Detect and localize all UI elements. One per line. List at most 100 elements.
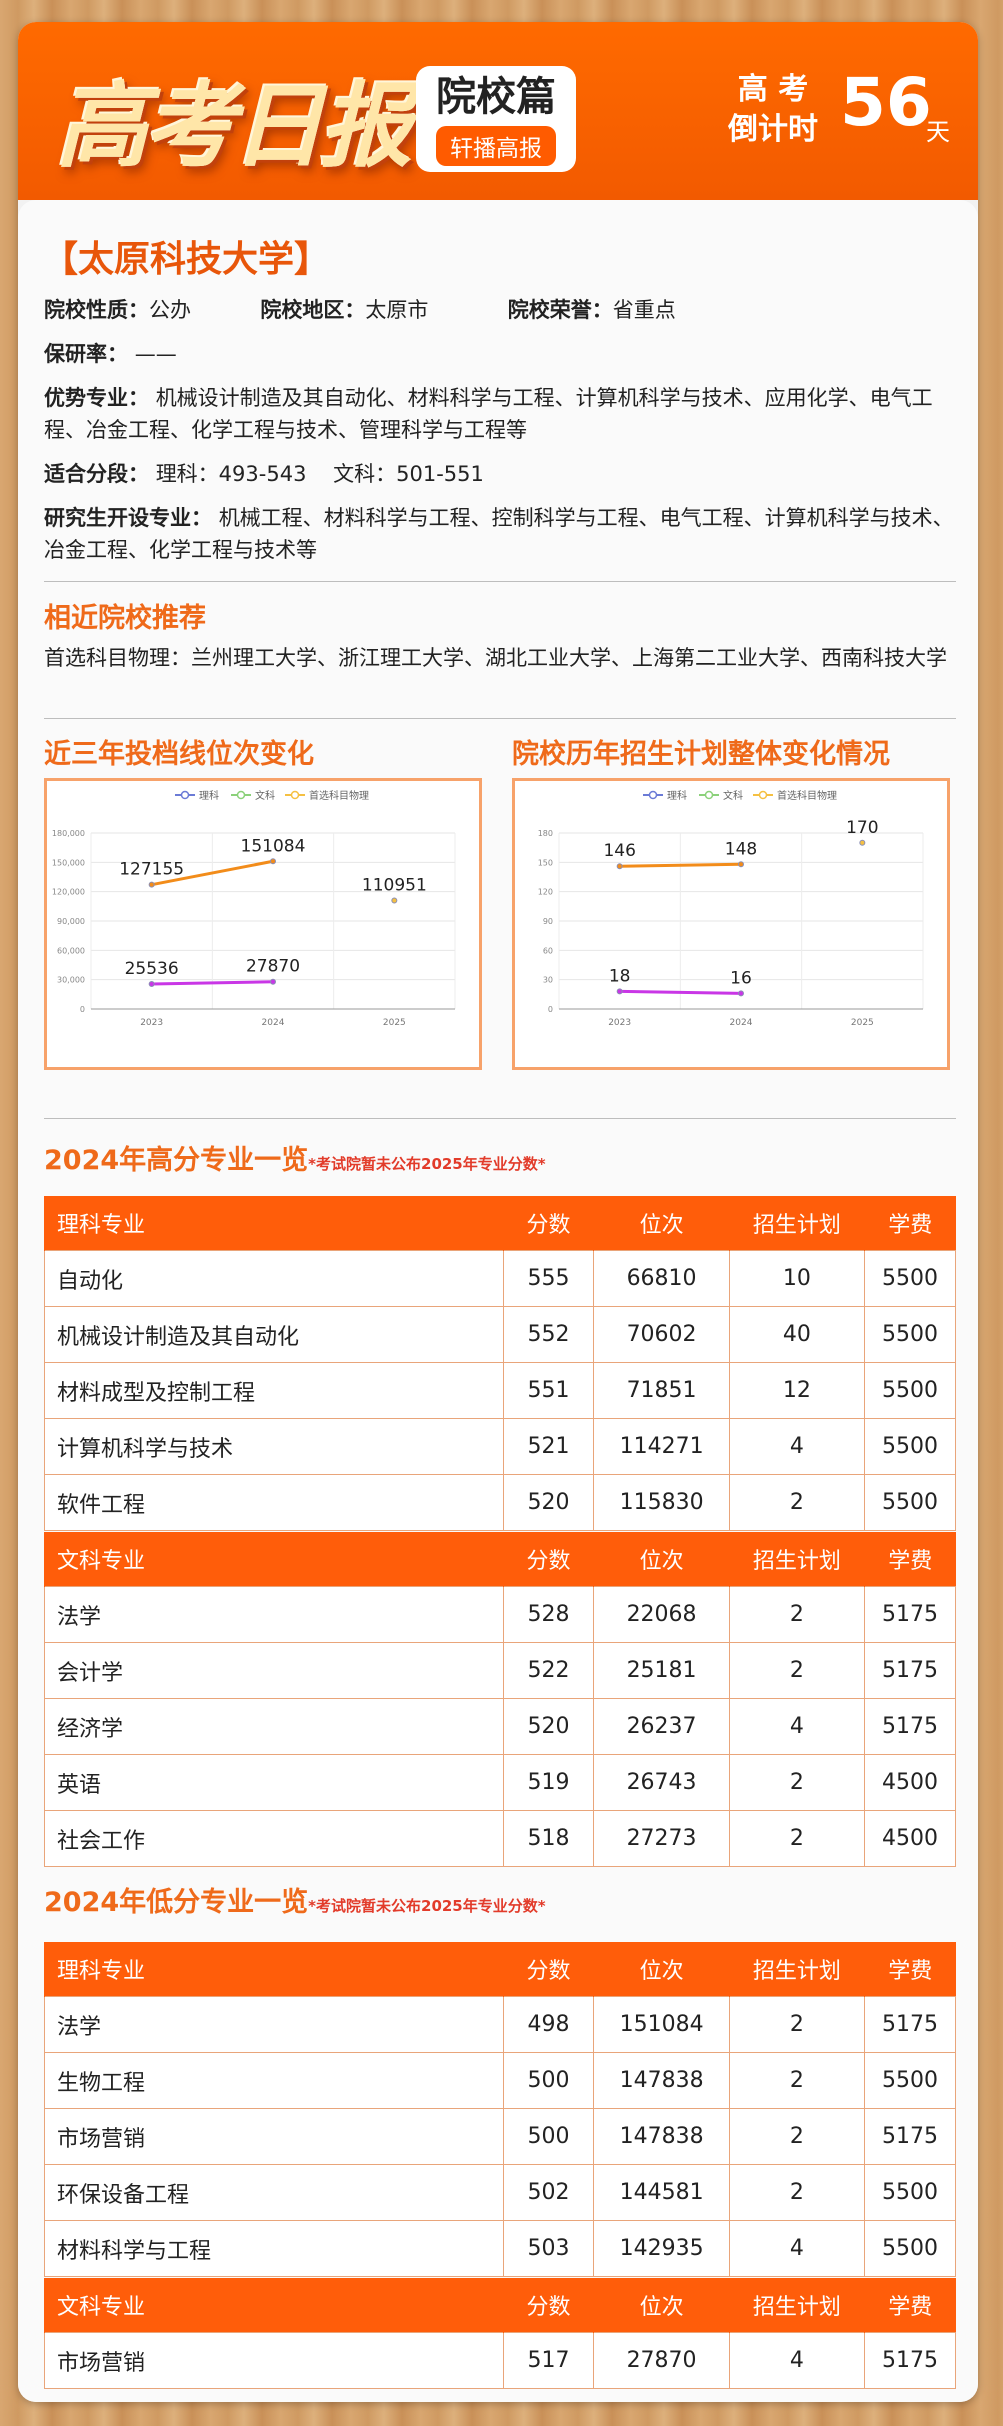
data-point [391, 897, 398, 904]
majors-label: 优势专业： [44, 386, 149, 410]
data-point [270, 978, 276, 985]
table-cell: 520 [502, 1698, 595, 1755]
table-cell: 2 [728, 1996, 866, 2053]
table-cell: 521 [502, 1418, 595, 1475]
similar-title: 相近院校推荐 [44, 603, 206, 634]
table-cell: 5175 [864, 1996, 956, 2053]
table-header-cell: 学费 [864, 1532, 956, 1587]
table-row: 社会工作 518 27273 2 4500 [44, 1810, 956, 1867]
table-cell: 520 [502, 1474, 595, 1531]
table-row: 法学 528 22068 2 5175 [44, 1586, 956, 1643]
table-row: 材料成型及控制工程 551 71851 12 5500 [44, 1362, 956, 1419]
y-tick-label: 120,000 [52, 888, 85, 897]
table-cell: 5175 [864, 2332, 956, 2389]
table-row: 法学 498 151084 2 5175 [44, 1996, 956, 2053]
table-cell: 英语 [44, 1754, 504, 1811]
data-label: 146 [603, 841, 635, 861]
info-row-score: 适合分段： 理科：493-543 文科：501-551 [44, 458, 956, 490]
y-tick-label: 30,000 [57, 976, 85, 985]
table-cell: 519 [502, 1754, 595, 1811]
table-header-cell: 位次 [593, 1532, 730, 1587]
info-row-postgrad: 保研率： —— [44, 338, 956, 370]
nature-value: 公办 [149, 298, 191, 322]
table-header-cell: 分数 [502, 1942, 594, 1997]
x-tick-label: 2025 [851, 1018, 874, 1028]
table-header-cell: 分数 [502, 2278, 594, 2333]
table-cell: 144581 [593, 2164, 730, 2221]
data-point [270, 858, 276, 865]
chart-left-title: 近三年投档线位次变化 [44, 739, 314, 770]
low-note: *考试院暂未公布2025年专业分数* [308, 1897, 546, 1915]
countdown-unit: 天 [926, 118, 950, 146]
table-cell: 27273 [593, 1810, 730, 1867]
grad-label: 研究生开设专业： [44, 506, 212, 530]
table-cell: 522 [502, 1642, 595, 1699]
table-header-cell: 招生计划 [728, 1942, 865, 1997]
data-label: 148 [725, 839, 757, 859]
content-panel: 【太原科技大学】 院校性质：公办 院校地区：太原市 院校荣誉：省重点 保研率： … [18, 200, 978, 2402]
x-tick-label: 2023 [608, 1018, 631, 1028]
countdown-line1: 高 考 [737, 72, 809, 107]
table-cell: 市场营销 [44, 2332, 504, 2389]
series-line [151, 859, 274, 887]
data-label: 18 [609, 966, 631, 986]
table-cell: 生物工程 [44, 2052, 504, 2109]
table-cell: 软件工程 [44, 1474, 504, 1531]
data-label: 110951 [362, 876, 427, 896]
high-note: *考试院暂未公布2025年专业分数* [308, 1155, 546, 1173]
table-cell: 5175 [864, 1642, 956, 1699]
table-cell: 551 [502, 1362, 595, 1419]
data-label: 127155 [119, 860, 184, 880]
table-cell: 2 [728, 1586, 866, 1643]
table-header-cell: 招生计划 [728, 1532, 865, 1587]
table-row: 材料科学与工程 503 142935 4 5500 [44, 2220, 956, 2277]
high-science-table: 理科专业 分数 位次 招生计划 学费 自动化 555 66810 10 5500 机械设计制造及其自… [44, 1196, 956, 1531]
table-cell: 27870 [593, 2332, 730, 2389]
table-header-cell: 位次 [593, 1196, 730, 1251]
divider [44, 581, 956, 582]
table-cell: 法学 [44, 1996, 504, 2053]
legend-marker [648, 790, 658, 800]
table-cell: 经济学 [44, 1698, 504, 1755]
divider [44, 1118, 956, 1119]
table-cell: 147838 [593, 2052, 730, 2109]
table-row: 会计学 522 25181 2 5175 [44, 1642, 956, 1699]
table-cell: 22068 [593, 1586, 730, 1643]
table-cell: 材料科学与工程 [44, 2220, 504, 2277]
table-header-cell: 学费 [864, 1196, 956, 1251]
table-cell: 2 [728, 2108, 866, 2165]
legend-label: 文科 [723, 789, 743, 802]
table-row: 环保设备工程 502 144581 2 5500 [44, 2164, 956, 2221]
table-cell: 2 [728, 1754, 866, 1811]
table-cell: 5500 [864, 2052, 956, 2109]
table-cell: 会计学 [44, 1642, 504, 1699]
table-header-cell: 分数 [502, 1532, 594, 1587]
table-cell: 市场营销 [44, 2108, 504, 2165]
chart-right-svg: 理科 文科 首选科目物理 0 30 60 90 120 150 180 2023 2024 2025 14… [538, 789, 924, 1028]
table-cell: 151084 [593, 1996, 730, 2053]
table-cell: 502 [502, 2164, 595, 2221]
table-cell: 528 [502, 1586, 595, 1643]
countdown-days: 56 [840, 64, 932, 141]
table-cell: 500 [502, 2108, 595, 2165]
table-row: 经济学 520 26237 4 5175 [44, 1698, 956, 1755]
table-row: 市场营销 500 147838 2 5175 [44, 2108, 956, 2165]
region-label: 院校地区： [260, 298, 366, 322]
chart-right-title: 院校历年招生计划整体变化情况 [512, 739, 890, 770]
high-arts-table: 文科专业 分数 位次 招生计划 学费 法学 528 22068 2 5175 会计学 522 25181… [44, 1532, 956, 1867]
poster-card: 高考日报 院校篇 轩播高报 高 考 倒计时 56 天 【太原科技大学】 院校性质… [18, 22, 978, 2402]
low-title-text: 2024年低分专业一览 [44, 1887, 309, 1918]
table-cell: 498 [502, 1996, 595, 2053]
series-line [619, 989, 742, 995]
chart-left: 理科 文科 首选科目物理 0 30,000 60,000 90,000 120,000 150,… [44, 778, 482, 1070]
table-cell: 518 [502, 1810, 595, 1867]
low-title: 2024年低分专业一览*考试院暂未公布2025年专业分数* [44, 1880, 546, 1919]
similar-text: 首选科目物理：兰州理工大学、浙江理工大学、湖北工业大学、上海第二工业大学、西南科… [44, 646, 947, 670]
table-cell: 4 [728, 1698, 866, 1755]
score-value: 理科：493-543 文科：501-551 [155, 462, 484, 486]
table-header-cell: 学费 [864, 1942, 956, 1997]
table-cell: 12 [728, 1362, 866, 1419]
data-label: 170 [846, 818, 878, 838]
table-cell: 500 [502, 2052, 595, 2109]
header-banner: 高考日报 院校篇 轩播高报 高 考 倒计时 56 天 [18, 22, 978, 200]
